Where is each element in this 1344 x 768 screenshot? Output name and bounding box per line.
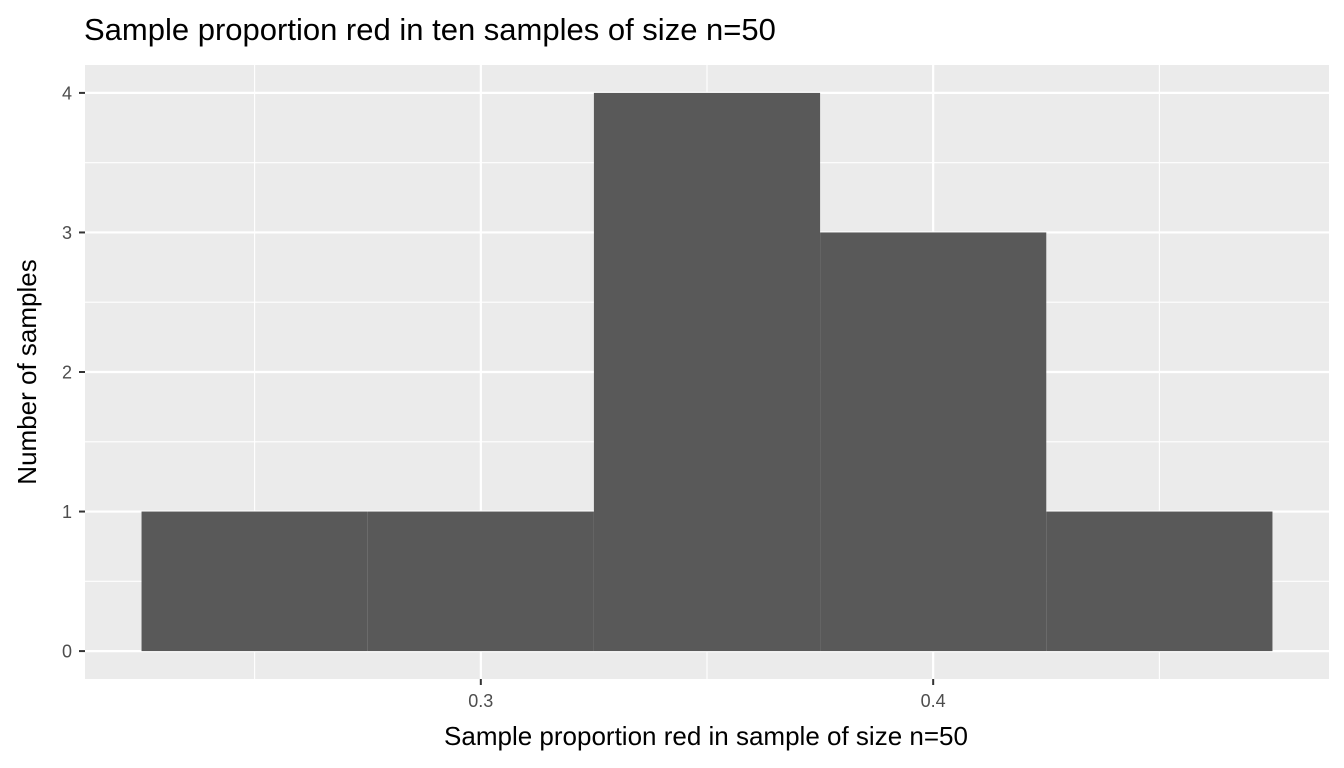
bars bbox=[141, 92, 1273, 652]
y-tick-label: 0 bbox=[62, 642, 72, 662]
histogram-bar bbox=[1046, 511, 1273, 652]
y-axis-title: Number of samples bbox=[12, 259, 42, 484]
x-axis-title: Sample proportion red in sample of size … bbox=[444, 721, 968, 751]
y-tick-label: 1 bbox=[62, 502, 72, 522]
x-tick-label: 0.3 bbox=[468, 691, 493, 711]
y-tick-label: 3 bbox=[62, 223, 72, 243]
x-tick-label: 0.4 bbox=[921, 691, 946, 711]
y-tick-label: 2 bbox=[62, 363, 72, 383]
chart-title: Sample proportion red in ten samples of … bbox=[84, 12, 776, 47]
y-tick-label: 4 bbox=[62, 83, 72, 103]
x-axis: 0.3 0.4 bbox=[468, 679, 946, 711]
y-axis: 0 1 2 3 4 bbox=[62, 83, 85, 662]
histogram-bar bbox=[367, 511, 594, 652]
histogram-bar bbox=[141, 511, 368, 652]
histogram-bar bbox=[820, 232, 1047, 652]
histogram-bar bbox=[593, 92, 821, 652]
